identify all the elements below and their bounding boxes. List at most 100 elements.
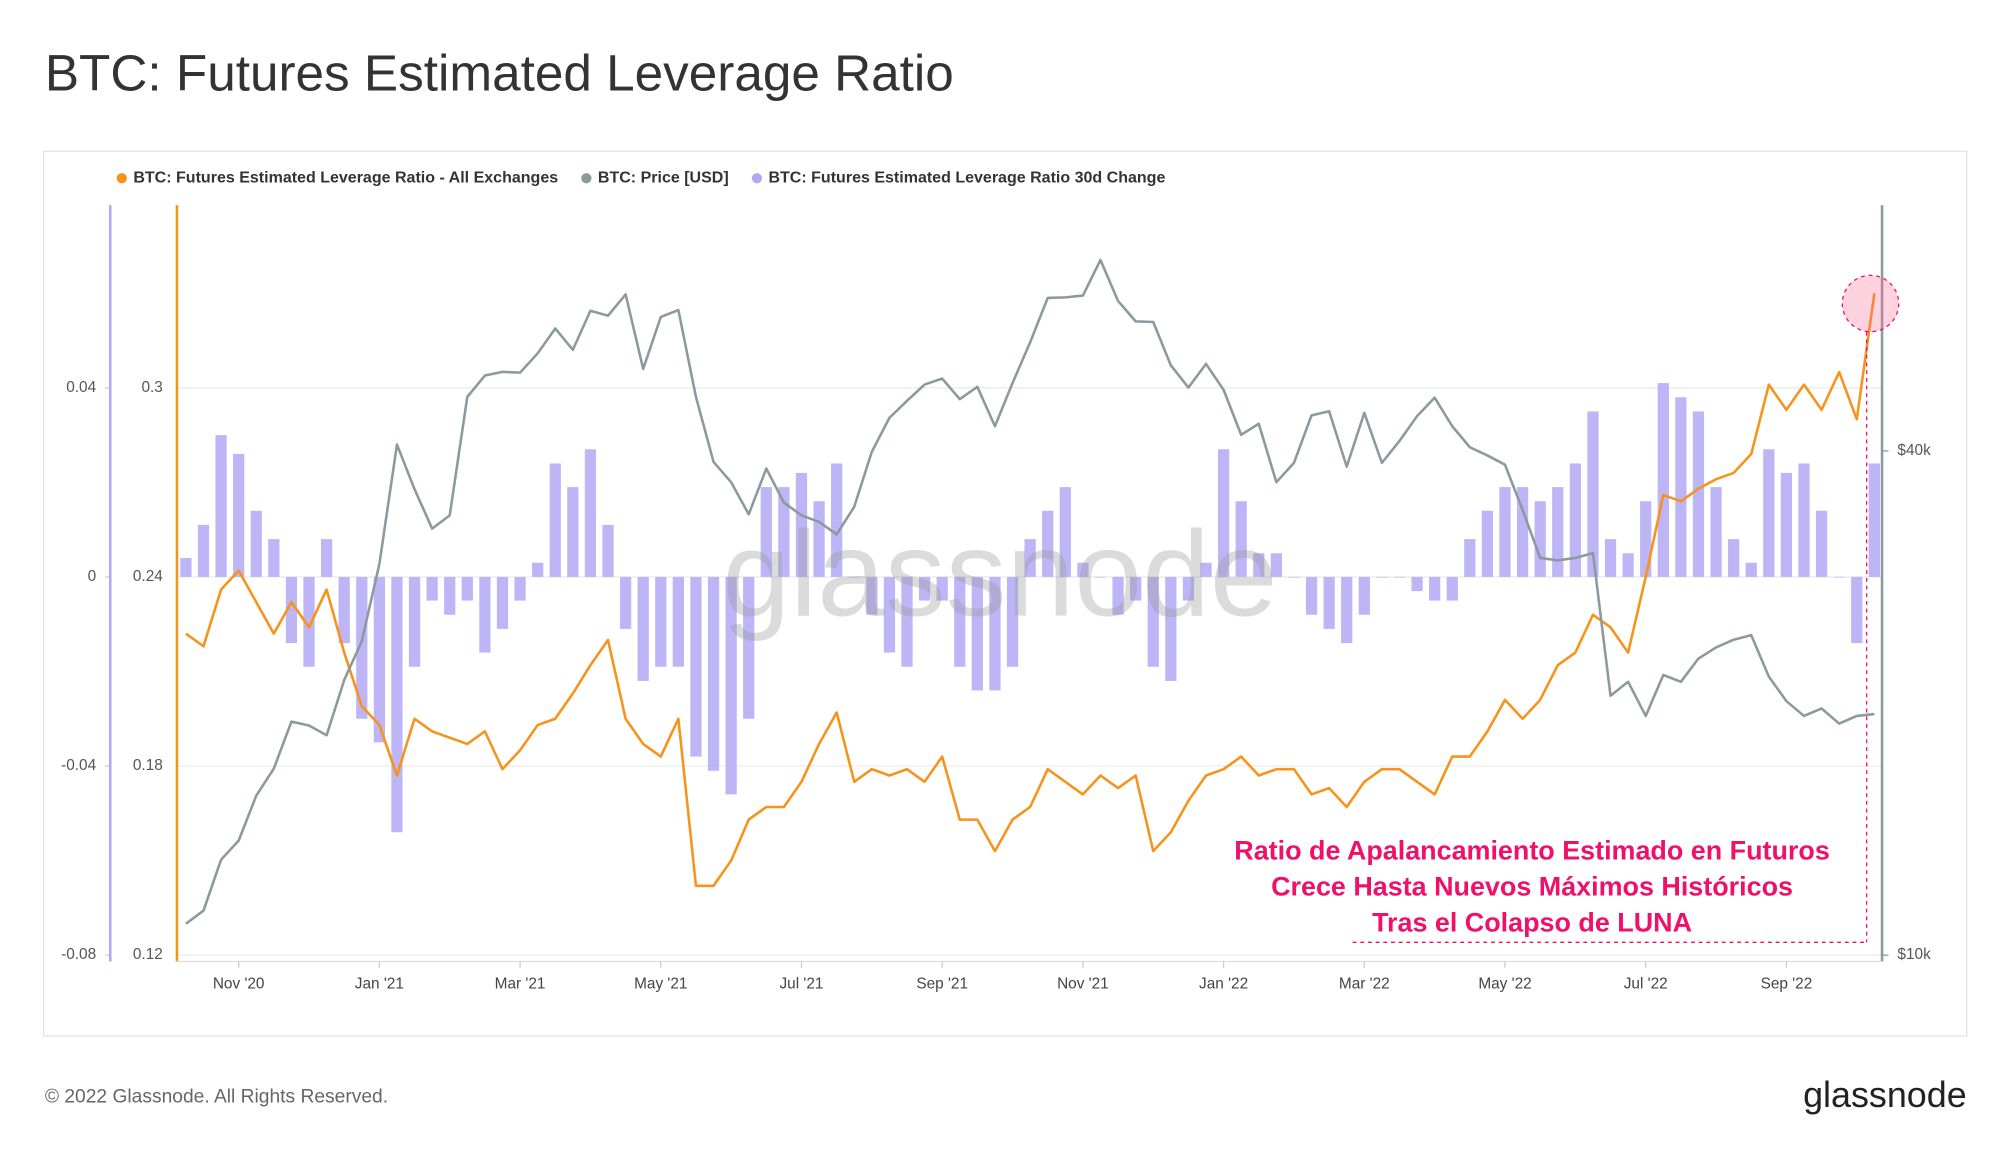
bar xyxy=(1833,576,1845,578)
bar xyxy=(1393,576,1406,578)
bar xyxy=(1112,576,1124,615)
annotation-text: Ratio de Apalancamiento Estimado en Futu… xyxy=(1234,836,1830,866)
bar xyxy=(408,576,421,667)
x-tick-label: Sep '22 xyxy=(1761,976,1813,993)
bar xyxy=(1640,501,1652,577)
bar xyxy=(1622,553,1634,577)
brand-logo: glassnode xyxy=(1803,1075,1967,1115)
bar xyxy=(1763,449,1775,577)
bar xyxy=(1552,487,1564,577)
bar xyxy=(1217,449,1230,577)
bar xyxy=(285,576,298,644)
bar xyxy=(514,576,526,601)
bar xyxy=(848,576,860,578)
bar xyxy=(1798,463,1810,577)
bar xyxy=(1429,576,1441,601)
bar xyxy=(1728,539,1740,577)
legend-marker xyxy=(581,173,592,184)
bar xyxy=(1376,576,1388,578)
line xyxy=(185,293,1876,888)
bar xyxy=(619,576,632,629)
bar xyxy=(743,576,755,719)
x-tick-label: Nov '20 xyxy=(213,976,265,993)
y3-tick-label: -0.04 xyxy=(61,757,96,774)
x-tick-label: Jan '22 xyxy=(1199,976,1248,993)
bar xyxy=(1182,576,1195,601)
bar xyxy=(1675,397,1687,577)
bar xyxy=(1147,576,1159,667)
x-tick-label: May '22 xyxy=(1478,976,1531,993)
bar xyxy=(532,562,544,577)
bar xyxy=(1657,383,1669,577)
bar xyxy=(496,576,509,629)
bar xyxy=(813,501,825,577)
bar xyxy=(1130,576,1142,601)
bar xyxy=(584,449,597,577)
y-tick-label: 0.12 xyxy=(133,946,163,963)
bar xyxy=(197,524,210,577)
bar xyxy=(795,472,808,577)
bar xyxy=(1042,510,1054,577)
bar xyxy=(725,576,737,795)
annotation-text: Crece Hasta Nuevos Máximos Históricos xyxy=(1271,872,1793,902)
x-tick-label: May '21 xyxy=(634,976,687,993)
legend-marker xyxy=(116,173,127,184)
bar xyxy=(1358,576,1370,615)
bar xyxy=(760,487,772,577)
y3-tick-label: 0.04 xyxy=(66,379,96,396)
bar xyxy=(1323,576,1335,629)
bar xyxy=(1534,501,1546,577)
y-tick-label: 0.18 xyxy=(133,757,163,774)
bar xyxy=(1516,487,1529,577)
y2-tick-label: $10k xyxy=(1897,946,1931,963)
bar xyxy=(1077,562,1089,577)
plot: 0.12 0.18 0.24 0.3 -0.08 -0.04 0 0.04 $10k $40k No… xyxy=(61,168,1931,992)
bar xyxy=(1780,472,1793,577)
bar xyxy=(1499,487,1511,577)
bar xyxy=(1851,576,1863,644)
bar xyxy=(971,576,983,691)
x-tick-label: Sep '21 xyxy=(916,976,968,993)
line xyxy=(185,258,1875,925)
bar xyxy=(250,510,262,577)
x-tick-label: Jan '21 xyxy=(355,976,404,993)
bar xyxy=(320,539,333,577)
bar xyxy=(1446,576,1458,601)
bar xyxy=(356,576,368,719)
legend-label: BTC: Price [USD] xyxy=(598,168,729,186)
bar xyxy=(1094,576,1107,578)
x-tick-label: Jul '21 xyxy=(779,976,823,993)
bar xyxy=(444,576,456,615)
bar xyxy=(303,576,315,667)
bar xyxy=(831,463,843,577)
bar xyxy=(1006,576,1019,667)
bar xyxy=(1745,562,1757,577)
bar xyxy=(1341,576,1353,644)
copyright: © 2022 Glassnode. All Rights Reserved. xyxy=(45,1087,388,1108)
legend-marker xyxy=(751,173,763,184)
bar xyxy=(989,576,1001,691)
chart-frame xyxy=(42,150,1968,1037)
bar xyxy=(1024,539,1036,577)
bar xyxy=(637,576,649,681)
y3-tick-label: 0 xyxy=(88,568,97,585)
legend-label: BTC: Futures Estimated Leverage Ratio - … xyxy=(133,168,558,186)
bar xyxy=(268,539,280,577)
bar xyxy=(1815,510,1828,577)
bar xyxy=(1481,510,1494,577)
bar xyxy=(479,576,491,653)
bar xyxy=(338,576,350,644)
watermark: glassnode xyxy=(722,506,1277,642)
bar xyxy=(373,576,385,743)
bar xyxy=(1411,576,1423,592)
legend-label: BTC: Futures Estimated Leverage Ratio 30… xyxy=(768,168,1165,186)
bar xyxy=(672,576,684,667)
bar xyxy=(461,576,473,601)
bar xyxy=(1253,553,1265,577)
bar xyxy=(954,576,966,667)
bar xyxy=(233,454,245,577)
y2-tick-label: $40k xyxy=(1897,442,1931,459)
bar xyxy=(1200,562,1212,577)
bar xyxy=(1235,501,1247,577)
